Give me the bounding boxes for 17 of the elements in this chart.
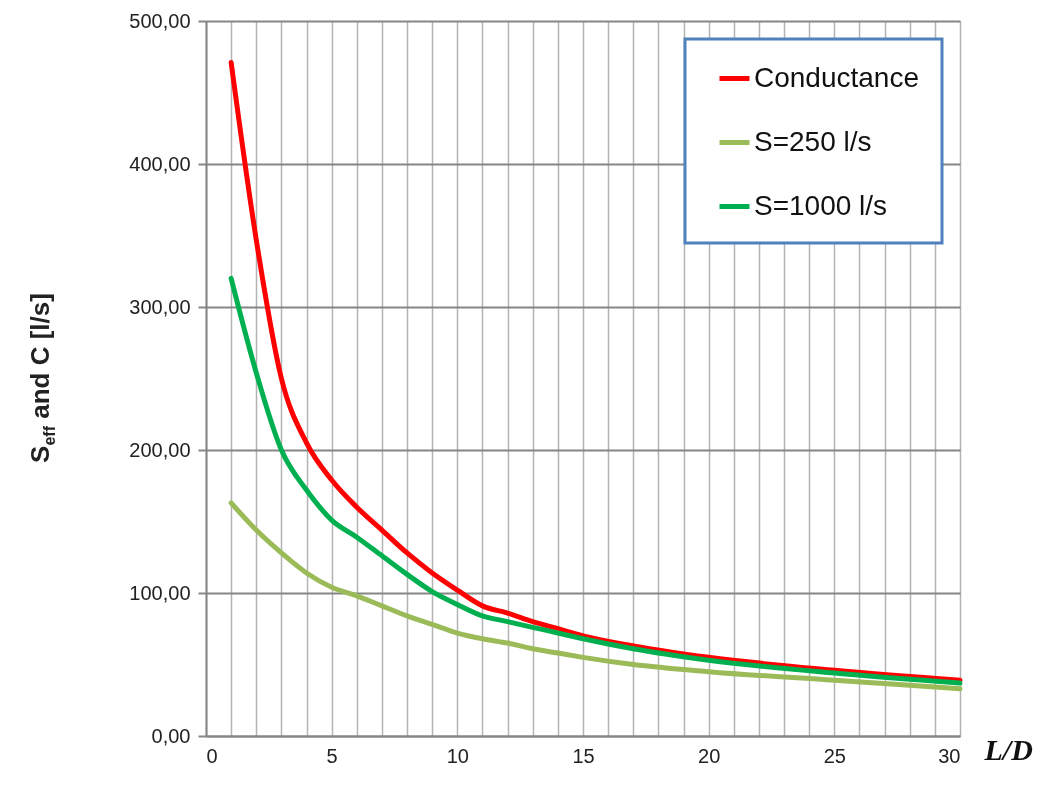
x-tick-label: 0 [206,744,218,767]
x-axis-title: L/D [983,732,1033,766]
y-tick-label: 200,00 [129,438,191,461]
legend-label: S=1000 l/s [754,189,888,221]
y-tick-label: 500,00 [129,9,191,32]
x-tick-label: 20 [698,744,721,767]
y-tick-label: 100,00 [129,581,191,604]
x-tick-label: 10 [446,744,469,767]
y-tick-label: 300,00 [129,295,191,318]
x-tick-label: 30 [938,744,961,767]
x-tick-label: 15 [572,744,595,767]
legend-label: Conductance [754,61,920,93]
x-tick-label: 5 [326,744,338,767]
y-tick-label: 400,00 [129,152,191,175]
y-tick-label: 0,00 [151,724,191,747]
x-tick-label: 25 [823,744,846,767]
legend-label: S=250 l/s [754,125,872,157]
